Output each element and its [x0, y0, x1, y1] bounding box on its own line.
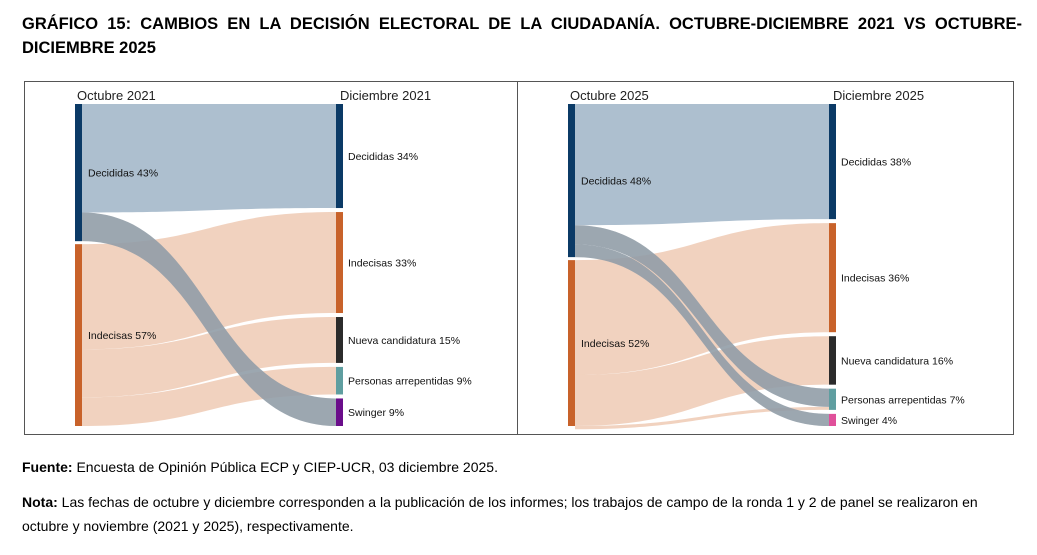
- target-label-nueva: Nueva candidatura 16%: [841, 355, 953, 367]
- target-node-swinger_2025: [829, 413, 836, 426]
- right-column-title: Diciembre 2021: [340, 88, 431, 103]
- target-label-decididas: Decididas 34%: [348, 151, 418, 163]
- source-node-indecisas: [568, 260, 575, 426]
- source-label-indecisas: Indecisas 52%: [581, 338, 649, 350]
- target-label-arrepentidas: Personas arrepentidas 7%: [841, 394, 965, 406]
- flow-overlap-swinger_2025: [575, 244, 829, 426]
- source-node-decididas: [75, 104, 82, 242]
- chart-title: GRÁFICO 15: CAMBIOS EN LA DECISIÓN ELECT…: [22, 15, 1022, 57]
- flow-decididas-to-decididas: [575, 104, 829, 226]
- flow-indecisas-to-nueva: [575, 336, 829, 426]
- flow-decididas-to-swinger_2021: [82, 212, 336, 426]
- target-node-swinger_2021: [336, 398, 343, 426]
- target-node-decididas: [829, 104, 836, 220]
- sankey-chart-2025: Octubre 2025 Diciembre 2025 Decididas 48% I…: [568, 88, 965, 430]
- source-node-decididas: [568, 104, 575, 258]
- target-node-indecisas: [829, 223, 836, 333]
- sankey-panel-2021: Octubre 2021 Diciembre 2021 Decididas 43% I…: [24, 81, 518, 435]
- flows-group: [82, 104, 336, 426]
- flow-decididas-to-swinger_2025: [575, 244, 829, 426]
- note-label: Nota:: [22, 494, 58, 510]
- target-node-decididas: [336, 104, 343, 209]
- left-column-title: Octubre 2021: [77, 88, 156, 103]
- target-label-indecisas: Indecisas 33%: [348, 258, 416, 270]
- source-label-indecisas: Indecisas 57%: [88, 330, 156, 342]
- sankey-panel-2025: Octubre 2025 Diciembre 2025 Decididas 48% I…: [517, 81, 1014, 435]
- flow-indecisas-to-arrepentidas: [575, 406, 829, 430]
- source-node-indecisas: [75, 244, 82, 426]
- target-node-nueva: [829, 336, 836, 385]
- source-label-decididas: Decididas 48%: [581, 176, 651, 188]
- target-label-swinger_2025: Swinger 4%: [841, 415, 897, 427]
- target-node-arrepentidas: [829, 388, 836, 410]
- target-node-arrepentidas: [336, 366, 343, 395]
- source-label: Fuente:: [22, 459, 73, 475]
- target-label-nueva: Nueva candidatura 15%: [348, 335, 460, 347]
- left-column-title: Octubre 2025: [570, 88, 649, 103]
- flow-decididas-to-decididas: [82, 104, 336, 213]
- flow-overlap-arrepentidas: [575, 225, 829, 407]
- source-label-decididas: Decididas 43%: [88, 168, 158, 180]
- note-text: Las fechas de octubre y diciembre corres…: [22, 494, 978, 534]
- flows-group: [575, 104, 829, 430]
- flow-overlap-swinger_2021: [82, 212, 336, 426]
- target-node-indecisas: [336, 212, 343, 314]
- source-note: Fuente: Encuesta de Opinión Pública ECP …: [22, 455, 1022, 479]
- footnote: Nota: Las fechas de octubre y diciembre …: [22, 490, 1022, 538]
- sankey-chart-2021: Octubre 2021 Diciembre 2021 Decididas 43% I…: [75, 88, 472, 426]
- flow-indecisas-to-nueva: [82, 317, 336, 398]
- flow-decididas-to-arrepentidas: [575, 225, 829, 407]
- target-label-decididas: Decididas 38%: [841, 157, 911, 169]
- target-label-swinger_2021: Swinger 9%: [348, 407, 404, 419]
- right-column-title: Diciembre 2025: [833, 88, 924, 103]
- target-node-nueva: [336, 317, 343, 363]
- target-label-arrepentidas: Personas arrepentidas 9%: [348, 376, 472, 388]
- target-label-indecisas: Indecisas 36%: [841, 273, 909, 285]
- source-text: Encuesta de Opinión Pública ECP y CIEP-U…: [72, 459, 498, 475]
